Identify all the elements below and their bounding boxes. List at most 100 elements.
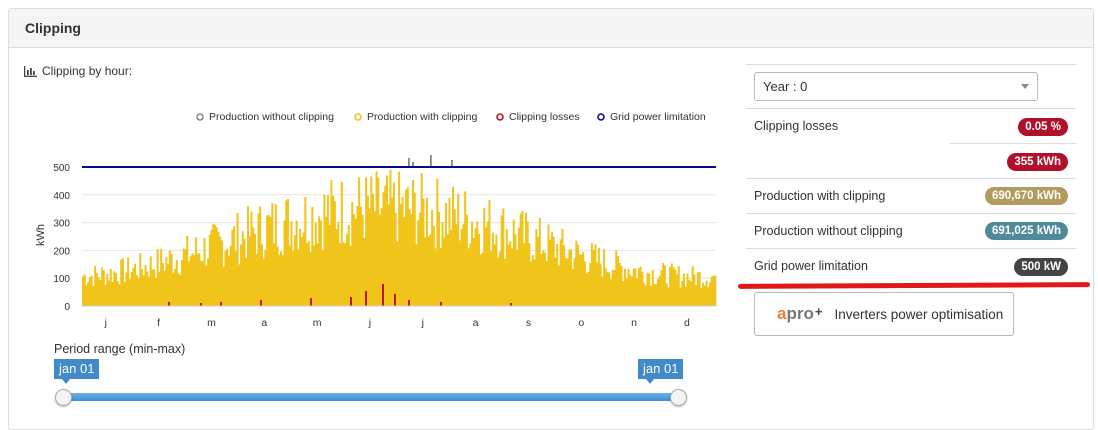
production-bar (549, 239, 552, 306)
production-bar (181, 259, 183, 306)
clipping-loss-bar (168, 302, 170, 306)
production-bar (450, 229, 453, 306)
production-bar (674, 269, 677, 306)
panel-title: Clipping (25, 20, 81, 36)
production-bar (205, 265, 208, 306)
production-bar (391, 197, 394, 306)
production-bar (302, 232, 305, 306)
production-bar (161, 263, 164, 306)
production-bar (94, 266, 97, 306)
production-bar (111, 282, 114, 306)
production-bar (267, 215, 270, 306)
production-bar (193, 255, 196, 306)
production-bar (497, 257, 500, 306)
production-bar (278, 254, 281, 306)
production-bar (413, 192, 416, 306)
production-bar (566, 258, 569, 306)
production-bar (234, 251, 237, 306)
production-bar (467, 248, 470, 306)
production-bar (151, 269, 154, 306)
legend-marker (354, 113, 362, 121)
production-bar (460, 228, 463, 306)
grid-power-limitation-badge: 500 kW (1014, 258, 1068, 276)
production-bar (658, 275, 661, 306)
production-bar (379, 214, 382, 306)
production-bar (516, 249, 519, 306)
production-bar (526, 221, 529, 306)
apro-button[interactable]: apro+ Inverters power optimisation (754, 292, 1014, 336)
production-bar (97, 277, 100, 306)
production-bar (88, 277, 91, 306)
year-select[interactable]: Year : 0 (754, 72, 1038, 101)
production-bar (491, 232, 494, 306)
production-bar (333, 201, 336, 306)
production-bar (255, 253, 258, 306)
y-tick-label: 300 (53, 219, 70, 230)
production-bar (264, 250, 267, 306)
production-bar (471, 221, 474, 306)
production-bar (215, 227, 218, 306)
production-bar (705, 280, 708, 306)
production-bar (227, 255, 230, 306)
production-bar (328, 224, 331, 306)
production-bar (106, 273, 109, 306)
production-bar (563, 245, 566, 306)
clipping-loss-bar (440, 302, 442, 306)
production-bar (517, 227, 520, 306)
production-bar (285, 200, 288, 306)
production-bar (616, 256, 619, 306)
production-bar (710, 276, 713, 306)
clipping-losses-percent-badge: 0.05 % (1018, 118, 1068, 136)
production-bar (313, 245, 316, 306)
production-bar (344, 243, 347, 306)
clipping-loss-bar (310, 298, 312, 306)
production-bar (219, 236, 222, 306)
production-bar (672, 267, 675, 306)
production-bar (585, 273, 588, 306)
divider (746, 108, 1076, 109)
range-slider-min-handle[interactable] (55, 389, 72, 406)
production-bar (500, 215, 503, 306)
legend-marker (597, 113, 605, 121)
range-slider-max-handle[interactable] (670, 389, 687, 406)
production-bar (484, 227, 487, 306)
production-bar (377, 177, 380, 306)
production-bar (113, 271, 116, 306)
production-bar (182, 248, 185, 306)
x-tick-label: m (207, 317, 216, 329)
production-bar (121, 258, 124, 306)
production-bar (655, 284, 658, 306)
production-bar (556, 243, 559, 306)
divider (746, 248, 1076, 249)
production-bar (613, 270, 616, 306)
production-bar (340, 181, 343, 306)
production-bar (401, 196, 404, 306)
production-bar (283, 220, 286, 306)
production-bar (212, 223, 215, 306)
production-bar (248, 236, 251, 306)
production-bar (214, 224, 216, 306)
production-bar (358, 177, 361, 306)
production-bar (130, 272, 133, 306)
panel-header: Clipping (9, 9, 1093, 48)
range-slider-fill (62, 393, 678, 401)
production-without-clipping-label: Production without clipping (754, 224, 903, 238)
production-bar (346, 234, 349, 306)
production-bar (359, 206, 362, 306)
production-bar (695, 285, 698, 306)
production-bar (608, 272, 611, 306)
production-bar (271, 203, 274, 306)
production-bar (505, 228, 508, 306)
production-bar (587, 271, 590, 306)
production-bar (260, 244, 263, 306)
production-bar (247, 206, 250, 306)
production-bar (649, 286, 652, 306)
production-bar (618, 262, 621, 306)
production-bar (443, 237, 446, 306)
clipping-loss-bar (200, 303, 202, 306)
production-bar (184, 249, 187, 306)
production-bar (698, 271, 701, 306)
production-bar (420, 173, 423, 306)
production-bar (238, 264, 241, 306)
production-bar (108, 280, 111, 306)
